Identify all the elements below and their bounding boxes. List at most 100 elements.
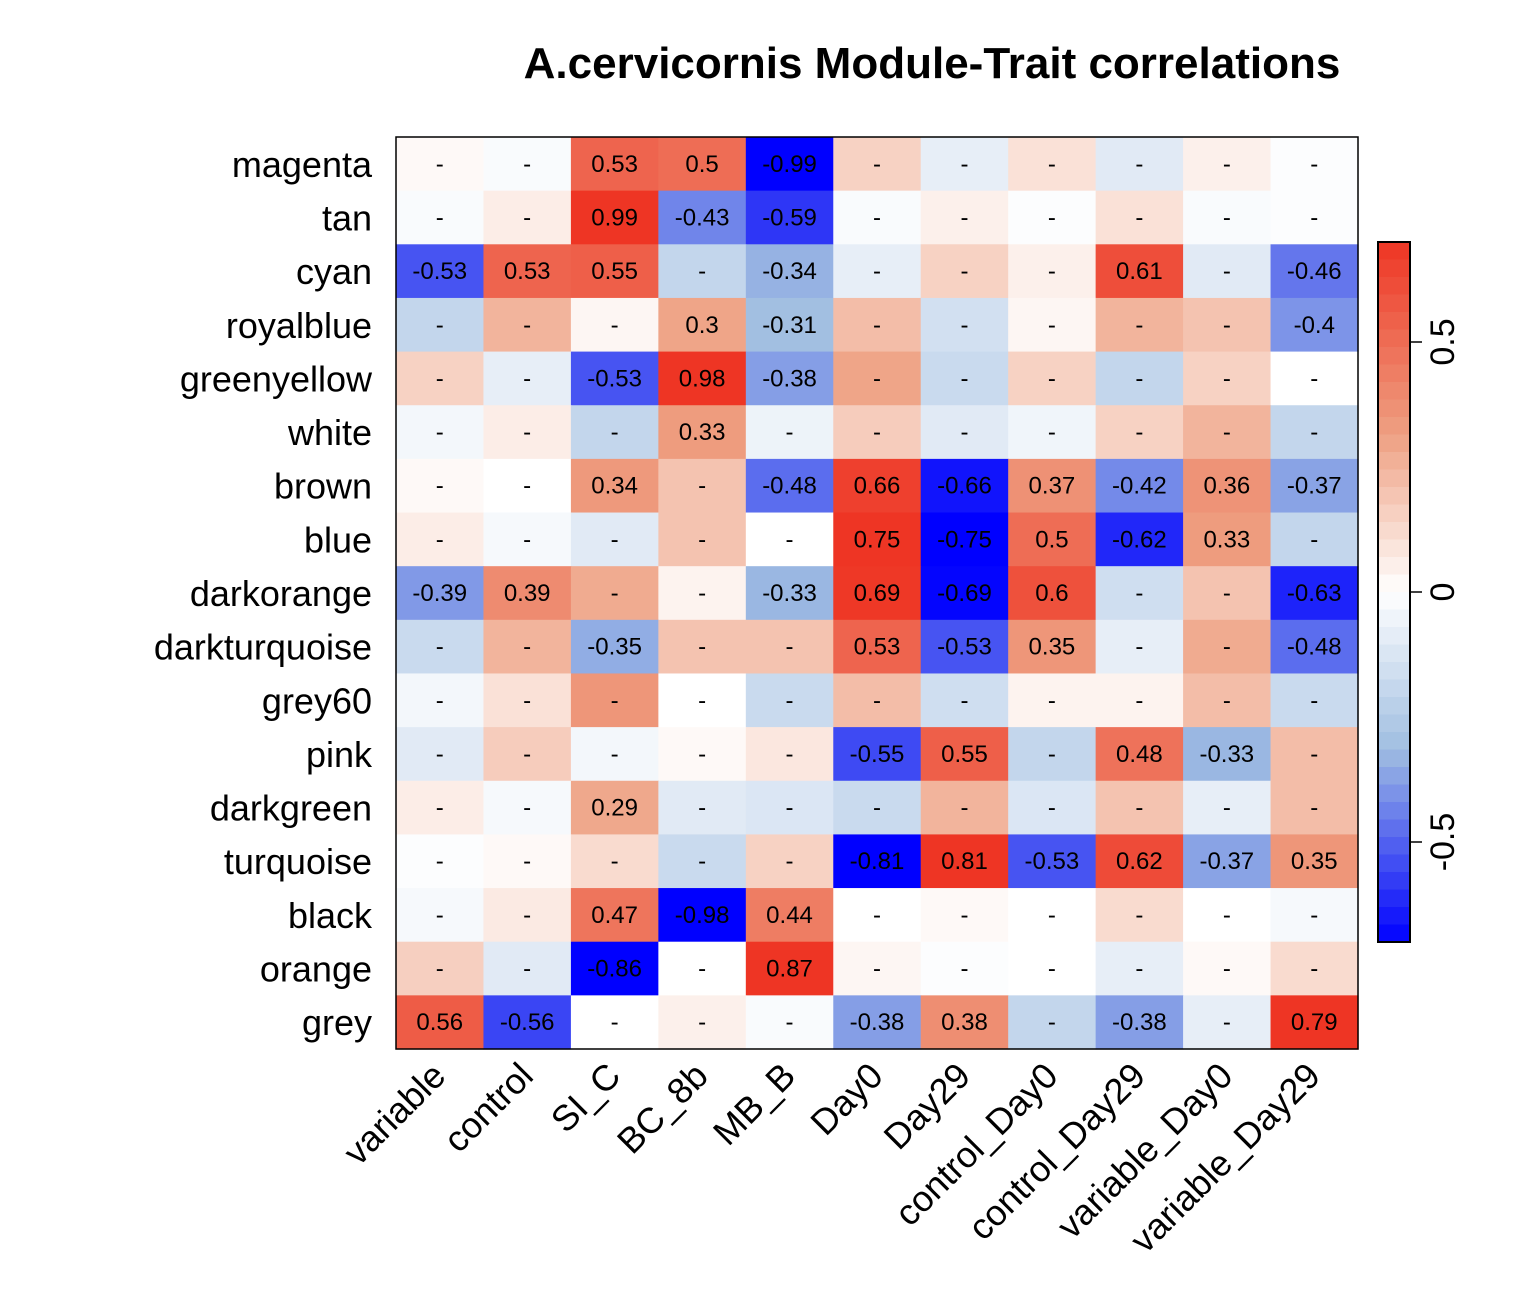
cell-value-label: 0.79 bbox=[1291, 1009, 1338, 1036]
heatmap-cell bbox=[745, 137, 834, 192]
cell-value-label: - bbox=[523, 151, 531, 178]
heatmap-cell bbox=[658, 297, 747, 353]
cell-value-label: - bbox=[786, 634, 794, 661]
colorbar-segment bbox=[1378, 557, 1410, 576]
cell-value-label: 0.53 bbox=[504, 258, 551, 285]
heatmap-cell bbox=[745, 727, 834, 782]
cell-value-label: - bbox=[611, 312, 619, 339]
colorbar-segment bbox=[1378, 469, 1410, 488]
heatmap-cell bbox=[1095, 727, 1184, 782]
heatmap-cell bbox=[483, 941, 572, 996]
cell-value-label: - bbox=[523, 312, 531, 339]
cell-value-label: -0.4 bbox=[1294, 312, 1335, 339]
row-label: white bbox=[287, 412, 372, 453]
colorbar-segment bbox=[1378, 242, 1410, 261]
cell-value-label: - bbox=[523, 419, 531, 446]
heatmap-cell bbox=[833, 190, 922, 245]
heatmap-cell bbox=[570, 834, 659, 889]
heatmap-cell bbox=[1008, 941, 1097, 996]
heatmap-cell bbox=[396, 834, 485, 889]
cell-value-label: - bbox=[611, 848, 619, 875]
heatmap-cell bbox=[833, 458, 922, 514]
cell-value-label: - bbox=[436, 526, 444, 553]
cell-value-label: 0.66 bbox=[854, 473, 901, 500]
cell-value-label: - bbox=[786, 526, 794, 553]
heatmap-cell bbox=[1183, 351, 1272, 406]
colorbar-segment bbox=[1378, 609, 1410, 628]
heatmap-cell bbox=[658, 619, 747, 675]
heatmap-cell bbox=[1270, 888, 1359, 943]
heatmap-cell bbox=[833, 995, 922, 1050]
heatmap-cell bbox=[1095, 458, 1184, 514]
cell-value-label: 0.61 bbox=[1116, 258, 1163, 285]
heatmap-cell bbox=[1183, 137, 1272, 192]
heatmap-cells bbox=[396, 137, 1359, 1050]
heatmap-cell bbox=[570, 458, 659, 514]
heatmap-cell bbox=[658, 458, 747, 514]
cell-value-label: - bbox=[436, 419, 444, 446]
cell-value-label: 0.47 bbox=[591, 902, 638, 929]
row-label: orange bbox=[260, 949, 372, 990]
cell-value-label: - bbox=[786, 419, 794, 446]
cell-value-label: - bbox=[1048, 365, 1056, 392]
colorbar-segment bbox=[1378, 452, 1410, 471]
cell-value-label: 0.38 bbox=[941, 1009, 988, 1036]
heatmap-cell bbox=[833, 351, 922, 406]
cell-value-label: - bbox=[1223, 687, 1231, 714]
heatmap-cell bbox=[483, 619, 572, 675]
heatmap-cell bbox=[1183, 297, 1272, 353]
heatmap-cell bbox=[570, 780, 659, 836]
heatmap-cell bbox=[658, 566, 747, 621]
heatmap-cell bbox=[570, 995, 659, 1050]
heatmap-cell bbox=[920, 512, 1009, 567]
heatmap-cell bbox=[483, 780, 572, 836]
cell-value-label: -0.75 bbox=[937, 526, 992, 553]
heatmap-cell bbox=[745, 190, 834, 245]
cell-value-label: - bbox=[1048, 687, 1056, 714]
chart-title: A.cervicornis Module-Trait correlations bbox=[524, 39, 1341, 88]
heatmap-cell bbox=[658, 995, 747, 1050]
heatmap-cell bbox=[1008, 619, 1097, 675]
cell-value-label: 0.53 bbox=[591, 151, 638, 178]
column-label: variable bbox=[335, 1055, 453, 1173]
heatmap-cell bbox=[1183, 458, 1272, 514]
heatmap-cell bbox=[745, 566, 834, 621]
cell-value-label: - bbox=[523, 687, 531, 714]
cell-value-label: 0.33 bbox=[679, 419, 726, 446]
heatmap-cell bbox=[570, 244, 659, 299]
cell-value-label: - bbox=[698, 634, 706, 661]
colorbar-segment bbox=[1378, 329, 1410, 348]
heatmap-cell bbox=[658, 673, 747, 728]
cell-value-label: - bbox=[1135, 365, 1143, 392]
cell-value-label: - bbox=[436, 473, 444, 500]
heatmap-cell bbox=[396, 780, 485, 836]
heatmap-cell bbox=[745, 619, 834, 675]
cell-value-label: - bbox=[611, 1009, 619, 1036]
heatmap-cell bbox=[1095, 834, 1184, 889]
heatmap-cell bbox=[920, 244, 1009, 299]
colorbar-segment bbox=[1378, 889, 1410, 908]
cell-value-label: - bbox=[960, 151, 968, 178]
heatmap-cell bbox=[1095, 941, 1184, 996]
heatmap-cell bbox=[1183, 512, 1272, 567]
cell-value-label: -0.48 bbox=[762, 473, 817, 500]
heatmap-cell bbox=[1183, 405, 1272, 460]
colorbar-segment bbox=[1378, 662, 1410, 681]
cell-value-label: - bbox=[1223, 204, 1231, 231]
cell-value-label: -0.53 bbox=[937, 634, 992, 661]
heatmap-cell bbox=[1095, 566, 1184, 621]
cell-value-label: 0.3 bbox=[685, 312, 718, 339]
cell-value-label: 0.87 bbox=[766, 956, 813, 983]
colorbar-segment bbox=[1378, 312, 1410, 331]
heatmap-cell bbox=[920, 405, 1009, 460]
cell-value-label: - bbox=[960, 687, 968, 714]
cell-value-label: - bbox=[698, 741, 706, 768]
cell-value-label: - bbox=[873, 902, 881, 929]
cell-value-label: - bbox=[960, 419, 968, 446]
cell-value-label: - bbox=[1310, 151, 1318, 178]
cell-value-label: - bbox=[1135, 312, 1143, 339]
heatmap-cell bbox=[658, 780, 747, 836]
heatmap-cell bbox=[658, 244, 747, 299]
cell-value-label: 0.69 bbox=[854, 580, 901, 607]
